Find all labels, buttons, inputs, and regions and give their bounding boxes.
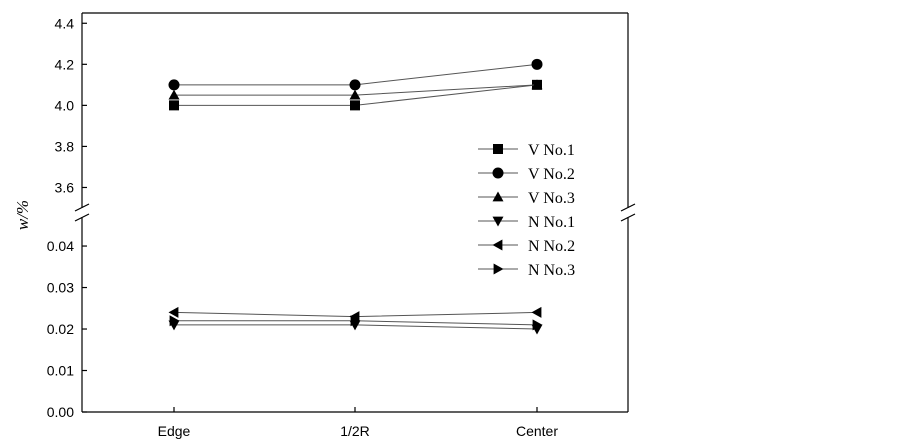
legend-label: N No.1 (528, 214, 575, 231)
data-point (169, 315, 180, 327)
y-axis-label: w/% (13, 200, 32, 230)
data-point (168, 306, 179, 318)
axis-break-mark-left (74, 213, 90, 222)
x-tick-label: 1/2R (340, 423, 370, 439)
data-point (168, 79, 180, 91)
legend: V No.1 V No.2 V No.3 N No.1 N No.2 N No.3 (478, 142, 575, 279)
data-point (349, 79, 361, 91)
y-tick-label: 4.4 (55, 15, 75, 31)
legend-item: N No.2 (478, 238, 575, 255)
series-n-no-3 (169, 315, 543, 331)
legend-marker (492, 216, 504, 227)
legend-marker (493, 263, 504, 275)
y-tick-label: 0.00 (47, 404, 74, 420)
data-point (531, 58, 543, 70)
legend-label: V No.2 (528, 166, 575, 183)
data-point (531, 306, 542, 318)
legend-marker (493, 144, 503, 154)
data-point (531, 79, 543, 90)
legend-item: N No.1 (478, 214, 575, 231)
legend-marker (492, 239, 503, 251)
y-tick-label: 0.01 (47, 363, 74, 379)
series-v-no-3 (168, 79, 543, 100)
y-tick-label: 0.03 (47, 280, 74, 296)
legend-item: V No.1 (478, 142, 575, 159)
y-tick-label: 0.04 (47, 238, 74, 254)
data-point (168, 89, 180, 100)
series-v-no-2 (168, 58, 543, 91)
data-point (350, 100, 360, 111)
legend-label: V No.1 (528, 142, 575, 159)
y-tick-label: 3.8 (55, 138, 75, 154)
axis-break-mark-right (620, 203, 636, 212)
axis-break-mark-right (620, 213, 636, 222)
legend-item: N No.3 (478, 262, 575, 279)
x-tick-label: Edge (158, 423, 191, 439)
data-point (532, 319, 543, 331)
data-point (349, 89, 361, 100)
y-tick-label: 3.6 (55, 179, 75, 195)
y-tick-label: 4.0 (55, 97, 75, 113)
legend-label: N No.3 (528, 262, 575, 279)
legend-item: V No.3 (478, 190, 575, 207)
legend-label: V No.3 (528, 190, 575, 207)
legend-marker (492, 167, 504, 179)
y-tick-label: 0.02 (47, 321, 74, 337)
data-point (169, 100, 179, 111)
x-tick-label: Center (516, 423, 558, 439)
legend-item: V No.2 (478, 166, 575, 183)
axis-break-mark-left (74, 203, 90, 212)
axes: 3.6 3.8 4.0 4.2 4.4 0.00 0.01 0.02 0.03 0.04 Edge 1… (47, 12, 636, 439)
data-point (350, 315, 361, 327)
series-layer (168, 58, 543, 335)
y-tick-label: 4.2 (55, 56, 75, 72)
legend-marker (492, 191, 504, 202)
legend-label: N No.2 (528, 238, 575, 255)
